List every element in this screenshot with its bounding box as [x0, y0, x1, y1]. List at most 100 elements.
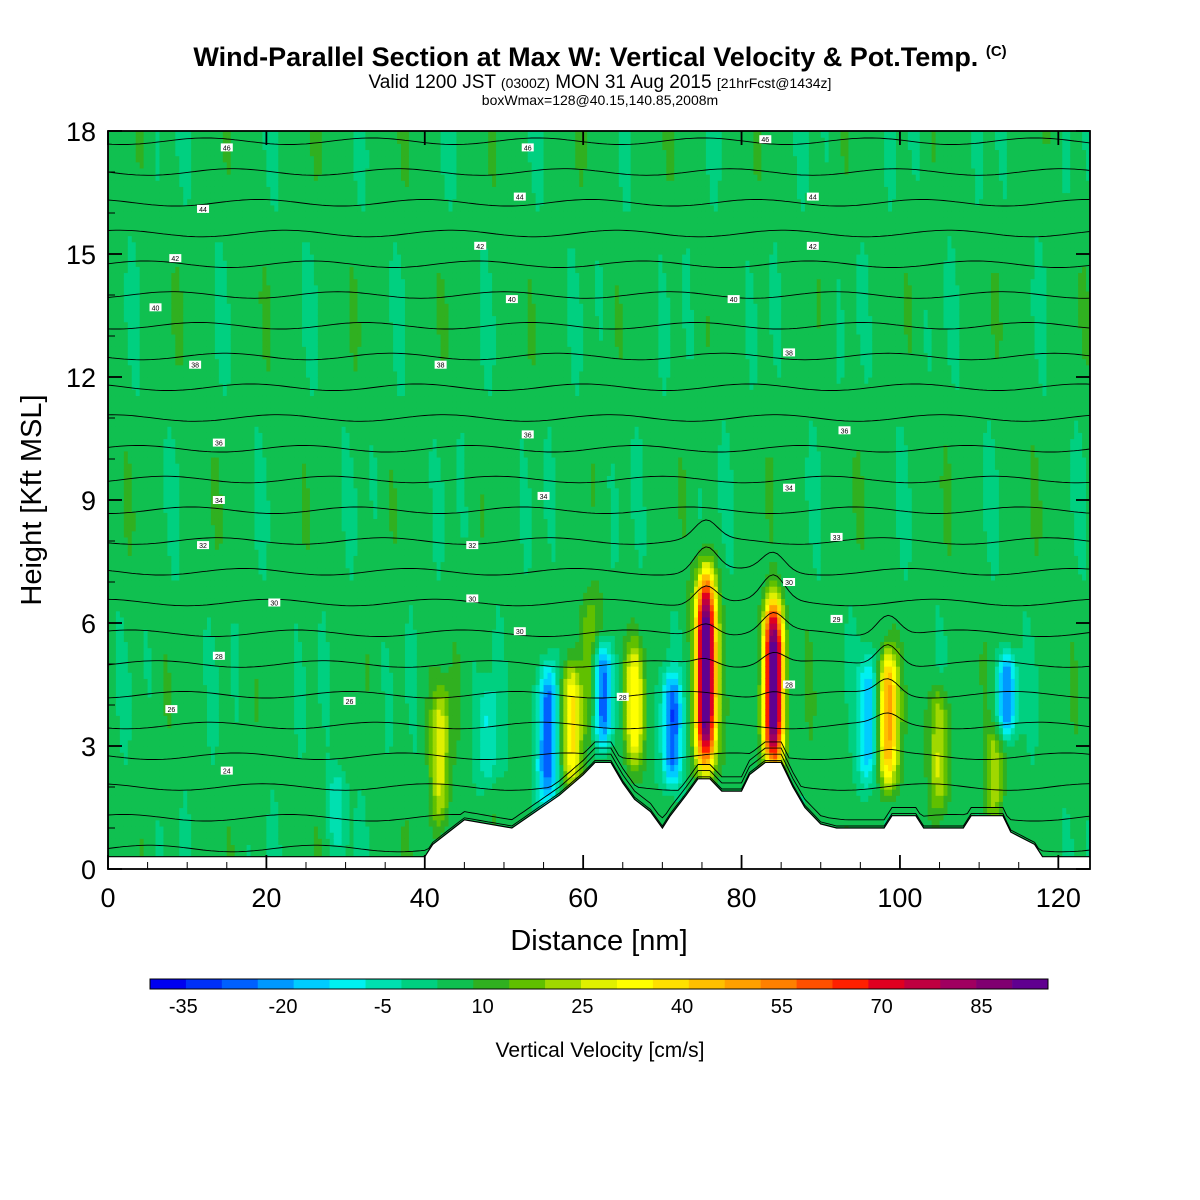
colorbar-swatch [616, 979, 654, 989]
colorbar-swatch [688, 979, 726, 989]
x-tick-label: 40 [410, 883, 440, 913]
theta-contour [108, 137, 1090, 145]
theta-contour [108, 168, 1090, 176]
terrain-outline [108, 761, 1090, 858]
y-tick-label: 0 [81, 855, 96, 885]
colorbar-swatch [796, 979, 833, 989]
y-tick-label: 3 [81, 732, 96, 762]
theta-label: 32 [466, 541, 479, 550]
colorbar-swatch [401, 979, 438, 989]
colorbar-swatch [150, 979, 187, 989]
colorbar-tick-label: -20 [269, 996, 298, 1018]
x-axis-label: Distance [nm] [510, 925, 687, 957]
theta-label: 32 [197, 541, 210, 550]
theta-contour [108, 352, 1090, 361]
y-axis-label: Height [Kft MSL] [16, 394, 48, 605]
theta-label: 40 [505, 295, 518, 304]
colorbar: -35 -20 -5 10 25 40 55 70 85 [149, 978, 1049, 1018]
theta-label: 30 [268, 598, 281, 608]
colorbar-tick-label: 70 [871, 996, 893, 1018]
theta-label: 30 [513, 627, 526, 636]
colorbar-swatch [293, 979, 330, 989]
colorbar-swatch [473, 979, 510, 989]
theta-label: 38 [434, 360, 447, 370]
theta-contour [108, 712, 1090, 730]
theta-contour [108, 383, 1090, 391]
colorbar-swatch [437, 979, 474, 989]
theta-contour [108, 644, 1090, 668]
theta-label: 46 [220, 143, 233, 152]
colorbar-tick-label: -35 [169, 996, 198, 1018]
theta-label: 26 [165, 705, 178, 714]
colorbar-swatch [724, 979, 761, 989]
theta-label: 36 [212, 438, 225, 448]
colorbar-swatch [904, 979, 941, 989]
colorbar-tick-label: -5 [374, 996, 392, 1018]
x-tick-label: 60 [568, 883, 598, 913]
colorbar-swatch [329, 979, 366, 989]
theta-contour [108, 741, 1090, 760]
theta-contour [108, 519, 1090, 545]
theta-label: 38 [189, 360, 202, 370]
theta-label: 44 [513, 192, 526, 202]
copyright-mark: (C) [986, 43, 1007, 60]
colorbar-swatch [257, 979, 294, 989]
theta-label: 28 [212, 651, 225, 661]
colorbar-tick-label: 10 [471, 996, 493, 1018]
velocity-field [108, 131, 1090, 869]
theta-contour [108, 260, 1090, 268]
theta-label: 46 [759, 135, 772, 144]
theta-contours [108, 137, 1090, 853]
colorbar-tick-label: 85 [970, 996, 992, 1018]
theta-contour [108, 414, 1090, 422]
colorbar-tick-label: 40 [671, 996, 693, 1018]
theta-contour [108, 199, 1090, 207]
theta-label: 33 [830, 532, 843, 542]
theta-label: 36 [838, 426, 851, 435]
y-tick-label: 12 [66, 363, 96, 393]
colorbar-swatch [545, 979, 582, 989]
x-tick-label: 100 [877, 883, 922, 913]
colorbar-swatch [652, 979, 690, 989]
colorbar-swatch [760, 979, 797, 989]
theta-label: 34 [212, 496, 225, 505]
theta-label: 42 [806, 241, 819, 251]
y-tick-label: 15 [66, 240, 96, 270]
theta-contour [108, 753, 1090, 822]
theta-contour [108, 506, 1090, 514]
colorbar-swatch [1012, 979, 1049, 989]
theta-label: 26 [343, 696, 356, 706]
colorbar-swatch [581, 979, 618, 989]
colorbar-swatch [365, 979, 402, 989]
colorbar-swatch [832, 979, 869, 989]
x-tick-label: 80 [727, 883, 757, 913]
colorbar-swatch [509, 979, 546, 989]
theta-label: 42 [474, 241, 487, 251]
theta-label: 28 [783, 680, 796, 690]
x-tick-label: 0 [100, 883, 115, 913]
y-tick-label: 9 [81, 486, 96, 516]
theta-contour [108, 475, 1090, 484]
theta-label: 30 [783, 578, 796, 587]
colorbar-tick-label: 25 [571, 996, 593, 1018]
theta-label: 24 [220, 766, 233, 776]
theta-label: 36 [521, 430, 534, 439]
colorbar-swatch [221, 979, 259, 989]
theta-label: 28 [616, 692, 629, 702]
colorbar-tick-label: 55 [771, 996, 793, 1018]
x-tick-label: 120 [1036, 883, 1081, 913]
theta-label: 42 [169, 254, 182, 263]
theta-label: 40 [727, 295, 740, 304]
terrain-mask [108, 762, 1090, 869]
theta-contour [108, 759, 1090, 853]
theta-contour [108, 546, 1090, 576]
colorbar-swatch [185, 979, 223, 989]
chart-title: Wind-Parallel Section at Max W: Vertical… [0, 42, 1200, 73]
theta-label: 40 [149, 303, 162, 312]
theta-label: 38 [783, 348, 796, 357]
theta-label: 44 [806, 192, 819, 202]
theta-label: 44 [197, 204, 210, 214]
theta-label: 34 [537, 491, 550, 501]
x-tick-label: 20 [251, 883, 281, 913]
